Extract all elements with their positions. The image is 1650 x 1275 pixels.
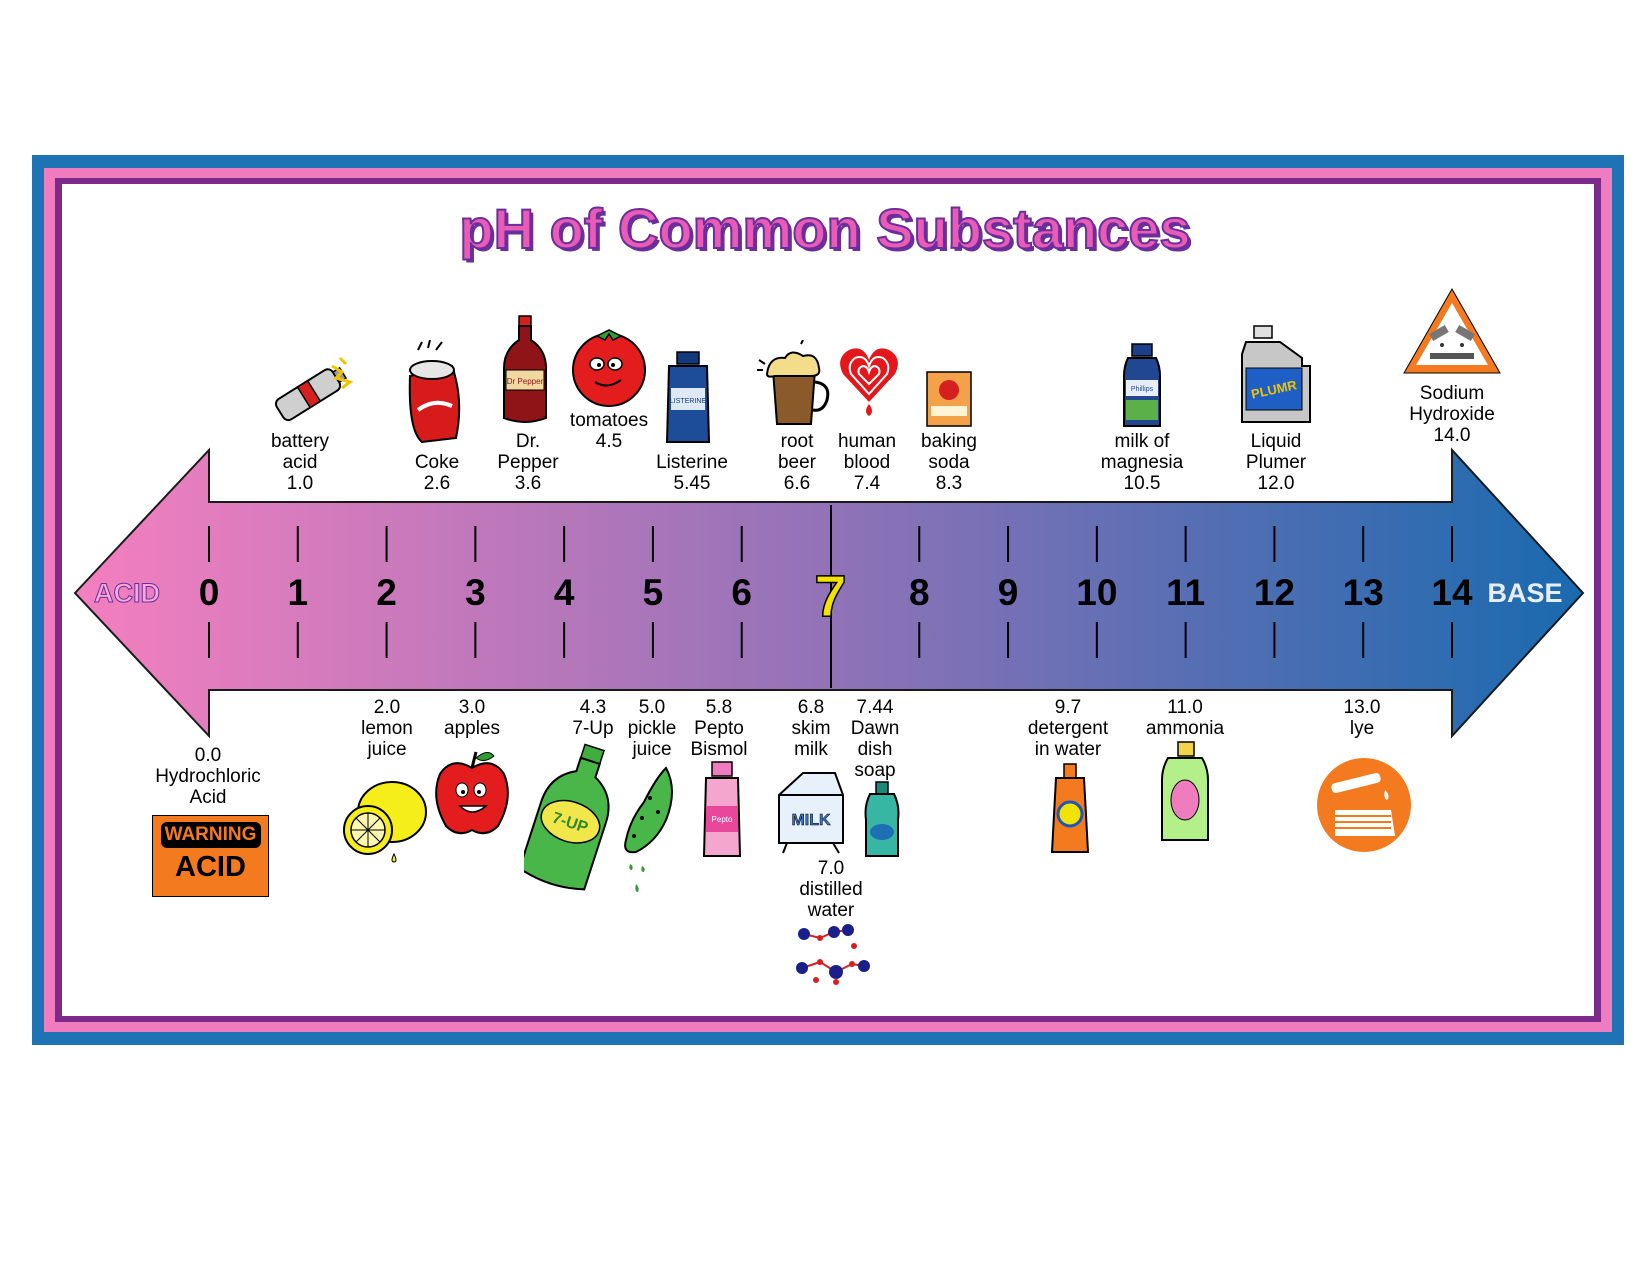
ph-number-3: 3 (465, 572, 486, 613)
ph-number-0: 0 (199, 572, 220, 613)
ph-number-14: 14 (1431, 572, 1473, 613)
acid-label: ACID (94, 578, 160, 608)
tick-marks (208, 526, 1453, 658)
acid-sign-text: ACID (175, 851, 246, 883)
box-icon (926, 371, 972, 427)
mouthwash-bottle-icon: LISTERINE (665, 351, 711, 443)
soda-can-icon (408, 340, 461, 444)
ph-number-9: 9 (998, 572, 1019, 613)
label-detergent: 9.7 detergent in water (1027, 697, 1109, 760)
ph-number-12: 12 (1254, 572, 1295, 613)
heart-icon (840, 348, 898, 416)
corrosive-warning-icon (1403, 287, 1501, 374)
label-skim-milk: 6.8 skim milk (791, 697, 831, 760)
ph-number-6: 6 (731, 572, 752, 613)
detergent-bottle-icon (1050, 763, 1090, 853)
label-dr-pepper: Dr. Pepper 3.6 (497, 431, 559, 494)
base-label: BASE (1487, 578, 1562, 608)
pepto-label-text: Pepto (712, 815, 733, 824)
ph-number-1: 1 (287, 572, 308, 613)
label-coke: Coke 2.6 (414, 452, 460, 494)
listerine-label-text: LISTERINE (670, 398, 707, 405)
label-pepto-bismol: 5.8 Pepto Bismol (690, 697, 748, 760)
poster-title: pH of Common Substances (458, 196, 1191, 261)
label-lye: 13.0 lye (1343, 697, 1381, 739)
label-root-beer: root beer 6.6 (777, 431, 817, 494)
soda-bottle-icon: Dr Pepper (503, 315, 547, 423)
label-tomatoes: tomatoes 4.5 (569, 410, 649, 452)
phillips-label-text: Phillips (1131, 386, 1154, 393)
warning-text: WARNING (160, 822, 261, 848)
label-7up: 4.3 7-Up (572, 697, 614, 739)
ph-number-7: 7 (814, 564, 846, 629)
lemon-icon (343, 781, 427, 863)
ammonia-bottle-icon (1161, 741, 1209, 841)
label-hydrochloric-acid: 0.0 Hydrochloric Acid (155, 745, 261, 808)
ph-numbers: 0 1 2 3 4 5 6 7 8 9 10 11 12 13 14 (199, 563, 1473, 630)
label-pickle-juice: 5.0 pickle juice (627, 697, 677, 760)
medicine-bottle-icon: Phillips (1123, 343, 1161, 427)
ph-number-4: 4 (554, 572, 575, 613)
label-distilled-water: 7.0 distilled water (799, 858, 863, 921)
pepto-bottle-icon: Pepto (702, 761, 742, 857)
battery-icon (274, 356, 354, 422)
label-baking-soda: baking soda 8.3 (921, 431, 977, 494)
milk-carton-icon: MILK (778, 772, 844, 854)
mug-icon (757, 340, 830, 425)
dr-pepper-label-text: Dr Pepper (507, 377, 544, 386)
corrosive-hand-icon (1317, 758, 1411, 852)
tomato-icon (572, 329, 646, 407)
label-sodium-hydroxide: Sodium Hydroxide 14.0 (1409, 383, 1495, 446)
ph-number-8: 8 (909, 572, 930, 613)
label-battery-acid: battery acid 1.0 (270, 431, 330, 494)
label-lemon-juice: 2.0 lemon juice (361, 697, 413, 760)
label-liquid-plumer: Liquid Plumer 12.0 (1245, 431, 1307, 494)
label-human-blood: human blood 7.4 (837, 431, 897, 494)
ph-number-10: 10 (1076, 572, 1117, 613)
soap-bottle-icon (864, 781, 900, 857)
ph-number-5: 5 (643, 572, 664, 613)
molecule-icon (796, 924, 870, 985)
label-apples: 3.0 apples (444, 697, 500, 739)
double-arrow (73, 447, 1585, 739)
milk-label-text: MILK (791, 812, 831, 829)
label-ammonia: 11.0 ammonia (1145, 697, 1225, 739)
apple-icon (435, 751, 509, 835)
warning-acid-sign: WARNING ACID (152, 815, 269, 897)
jug-icon: PLUMR (1241, 325, 1311, 423)
label-listerine: Listerine 5.45 (656, 452, 728, 494)
ph-number-11: 11 (1166, 572, 1205, 613)
label-dawn-dish-soap: 7.44 Dawn dish soap (850, 697, 900, 781)
ph-number-2: 2 (376, 572, 397, 613)
ph-number-13: 13 (1343, 572, 1384, 613)
label-milk-of-magnesia: milk of magnesia 10.5 (1100, 431, 1184, 494)
bottle-icon: 7-UP (524, 743, 610, 891)
pickle-icon (624, 766, 673, 892)
